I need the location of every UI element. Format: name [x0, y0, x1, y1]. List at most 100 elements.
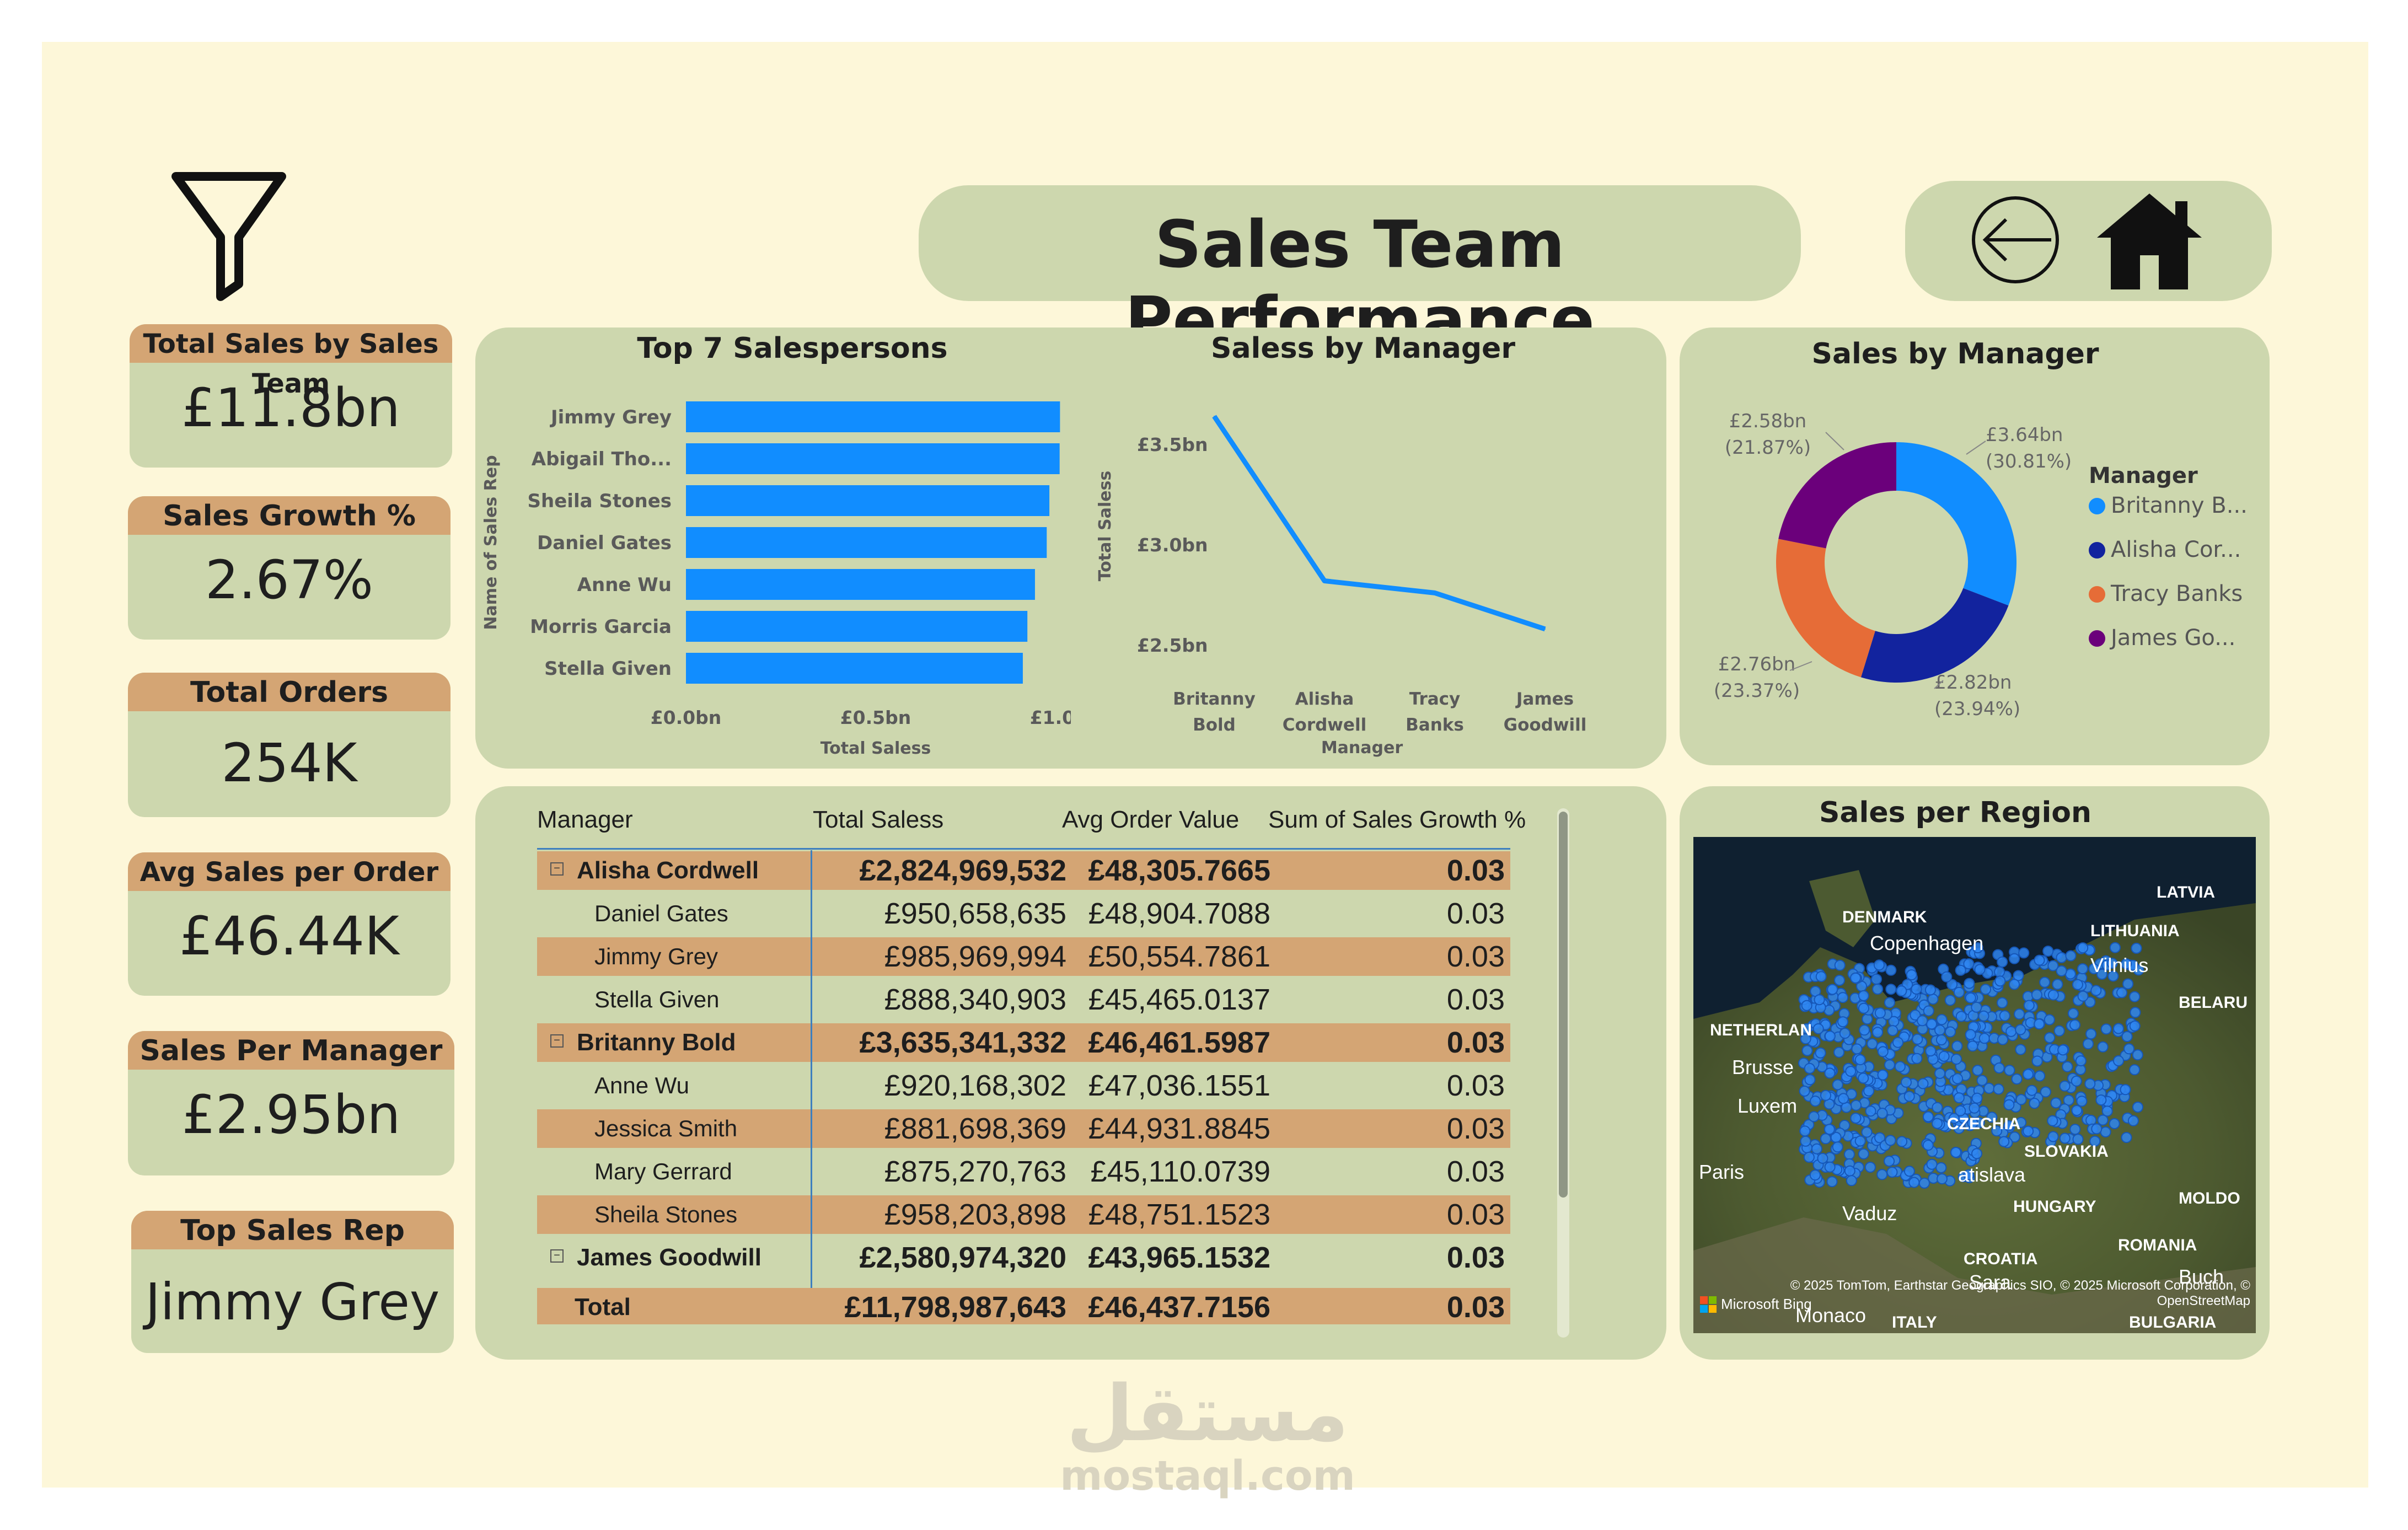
region-bubble[interactable] [2121, 1132, 2132, 1144]
region-bubble[interactable] [1994, 975, 2006, 987]
region-bubble[interactable] [2029, 1098, 2040, 1109]
region-bubble[interactable] [1884, 1156, 1895, 1167]
region-bubble[interactable] [1946, 979, 1958, 990]
region-bubble[interactable] [1998, 1136, 2010, 1147]
region-bubble[interactable] [2047, 989, 2059, 1001]
region-bubble[interactable] [2071, 1105, 2083, 1116]
region-bubble[interactable] [2034, 1070, 2046, 1082]
region-bubble[interactable] [1858, 1148, 1869, 1159]
region-bubble[interactable] [2129, 1020, 2141, 1032]
region-bubble[interactable] [2023, 1000, 2035, 1011]
region-bubble[interactable] [1837, 1016, 1849, 1028]
region-bubble[interactable] [2031, 1055, 2043, 1067]
region-bubble[interactable] [2100, 1126, 2111, 1137]
region-bubble[interactable] [1965, 1029, 1976, 1040]
region-bubble[interactable] [2053, 1025, 2065, 1037]
region-bubble[interactable] [1991, 1125, 2003, 1137]
region-bubble[interactable] [1820, 1133, 1831, 1145]
region-bubble[interactable] [2063, 1094, 2074, 1106]
region-bubble[interactable] [1971, 1148, 1982, 1159]
region-bubble[interactable] [1876, 1169, 1888, 1180]
region-bubble[interactable] [1997, 997, 2008, 1008]
region-bubble[interactable] [1824, 1124, 1835, 1135]
region-bubble[interactable] [2044, 1032, 2056, 1044]
region-bubble[interactable] [2031, 989, 2042, 1001]
region-bubble[interactable] [1826, 1176, 1838, 1188]
legend-marker[interactable] [2089, 586, 2105, 603]
region-bubble[interactable] [2131, 942, 2142, 954]
region-bubble[interactable] [1952, 1073, 1963, 1085]
region-bubble[interactable] [1993, 1062, 2005, 1073]
region-bubble[interactable] [1885, 964, 1897, 976]
legend-item[interactable]: James Go... [2109, 625, 2235, 651]
region-bubble[interactable] [2040, 1086, 2051, 1098]
region-bubble[interactable] [1861, 1126, 1873, 1138]
region-bubble[interactable] [1801, 1023, 1812, 1034]
region-bubble[interactable] [2097, 1114, 2109, 1126]
region-bubble[interactable] [1858, 990, 1869, 1001]
region-bubble[interactable] [1964, 978, 1975, 989]
region-bubble[interactable] [1864, 1162, 1876, 1173]
region-bubble[interactable] [1859, 1024, 1870, 1036]
region-bubble[interactable] [1876, 1108, 1888, 1119]
region-bubble[interactable] [2044, 1014, 2055, 1026]
region-bubble[interactable] [1877, 1046, 1889, 1057]
region-bubble[interactable] [1999, 1010, 2010, 1022]
region-bubble[interactable] [2109, 942, 2121, 953]
region-bubble[interactable] [1799, 1125, 1811, 1137]
region-bubble[interactable] [1955, 1011, 1967, 1022]
donut-slice[interactable] [1860, 588, 2009, 683]
region-bubble[interactable] [1912, 1033, 1923, 1045]
region-bubble[interactable] [1872, 984, 1884, 995]
region-bubble[interactable] [2084, 996, 2096, 1008]
region-bubble[interactable] [2096, 969, 2107, 980]
region-bubble[interactable] [2062, 1061, 2073, 1072]
line-point[interactable] [1214, 416, 1215, 417]
region-bubble[interactable] [1938, 1050, 1950, 1062]
map-view[interactable]: DENMARK Copenhagen LATVIA LITHUANIA Vilnius B… [1693, 837, 2256, 1333]
region-bubble[interactable] [1967, 1118, 1978, 1129]
region-bubble[interactable] [2018, 947, 2030, 959]
donut-slice[interactable] [1896, 442, 2017, 606]
region-bubble[interactable] [2085, 1028, 2097, 1040]
region-bubble[interactable] [1925, 1045, 1937, 1057]
region-bubble[interactable] [1936, 1014, 1948, 1026]
region-bubble[interactable] [1844, 1165, 1855, 1177]
collapse-toggle-icon[interactable]: − [550, 1034, 564, 1048]
region-bubble[interactable] [1923, 1005, 1934, 1017]
region-bubble[interactable] [2130, 1007, 2141, 1018]
region-bubble[interactable] [1969, 1102, 1980, 1114]
region-bubble[interactable] [1894, 1061, 1906, 1072]
region-bubble[interactable] [1834, 959, 1846, 971]
region-bubble[interactable] [1827, 984, 1838, 995]
region-bubble[interactable] [2034, 954, 2045, 966]
region-bubble[interactable] [1803, 1151, 1815, 1163]
region-bubble[interactable] [1800, 1135, 1811, 1147]
region-bubble[interactable] [1832, 1079, 1843, 1091]
region-bubble[interactable] [1926, 1158, 1938, 1170]
region-bubble[interactable] [1804, 1074, 1816, 1086]
region-bubble[interactable] [2129, 1064, 2141, 1076]
region-bubble[interactable] [2083, 1038, 2094, 1050]
region-bubble[interactable] [2015, 1024, 2026, 1035]
region-bubble[interactable] [1971, 1001, 1982, 1013]
region-bubble[interactable] [1924, 984, 1936, 996]
region-bubble[interactable] [2101, 1105, 2113, 1117]
donut-slice[interactable] [1778, 442, 1896, 549]
region-bubble[interactable] [1932, 1118, 1943, 1129]
region-bubble[interactable] [2026, 1085, 2037, 1096]
col-header-avg-order-value[interactable]: Avg Order Value [1062, 806, 1240, 833]
region-bubble[interactable] [1867, 1038, 1878, 1050]
region-bubble[interactable] [2100, 1023, 2112, 1035]
region-bubble[interactable] [1932, 1102, 1943, 1113]
region-bubble[interactable] [1874, 1132, 1885, 1144]
region-bubble[interactable] [2072, 1134, 2084, 1145]
region-bubble[interactable] [1908, 1177, 1920, 1188]
table-row[interactable]: Anne Wu £920,168,302 £47,036.1551 0.03 [537, 1066, 1510, 1105]
region-bubble[interactable] [1851, 1099, 1862, 1111]
legend-item[interactable]: Alisha Cor... [2111, 537, 2241, 562]
region-bubble[interactable] [2059, 1132, 2071, 1144]
line-point[interactable] [1324, 580, 1325, 582]
region-bubble[interactable] [2109, 1118, 2120, 1129]
region-bubble[interactable] [1935, 1162, 1947, 1173]
